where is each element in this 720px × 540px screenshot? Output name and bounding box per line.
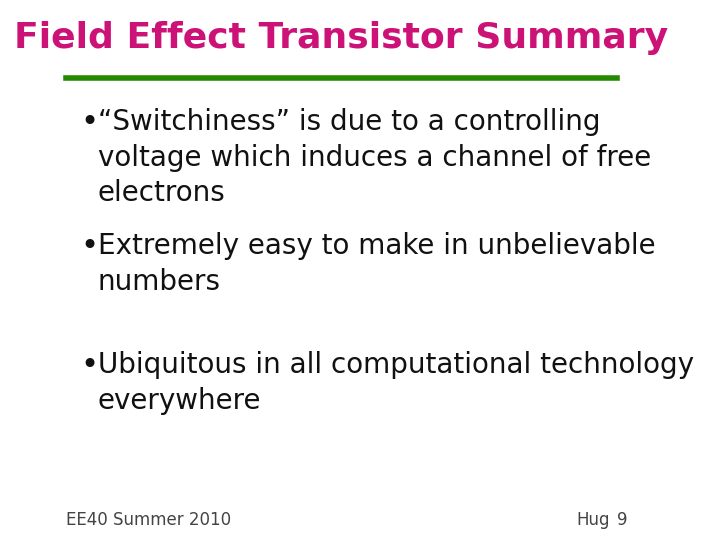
Text: Ubiquitous in all computational technology
everywhere: Ubiquitous in all computational technolo… [98, 351, 694, 415]
Text: “Switchiness” is due to a controlling
voltage which induces a channel of free
el: “Switchiness” is due to a controlling vo… [98, 108, 651, 207]
Text: 9: 9 [617, 511, 627, 529]
Text: •: • [81, 351, 99, 380]
Text: Hug: Hug [576, 511, 609, 529]
Text: Field Effect Transistor Summary: Field Effect Transistor Summary [14, 21, 668, 55]
Text: •: • [81, 108, 99, 137]
Text: Extremely easy to make in unbelievable
numbers: Extremely easy to make in unbelievable n… [98, 232, 655, 296]
Text: EE40 Summer 2010: EE40 Summer 2010 [66, 511, 231, 529]
Text: •: • [81, 232, 99, 261]
